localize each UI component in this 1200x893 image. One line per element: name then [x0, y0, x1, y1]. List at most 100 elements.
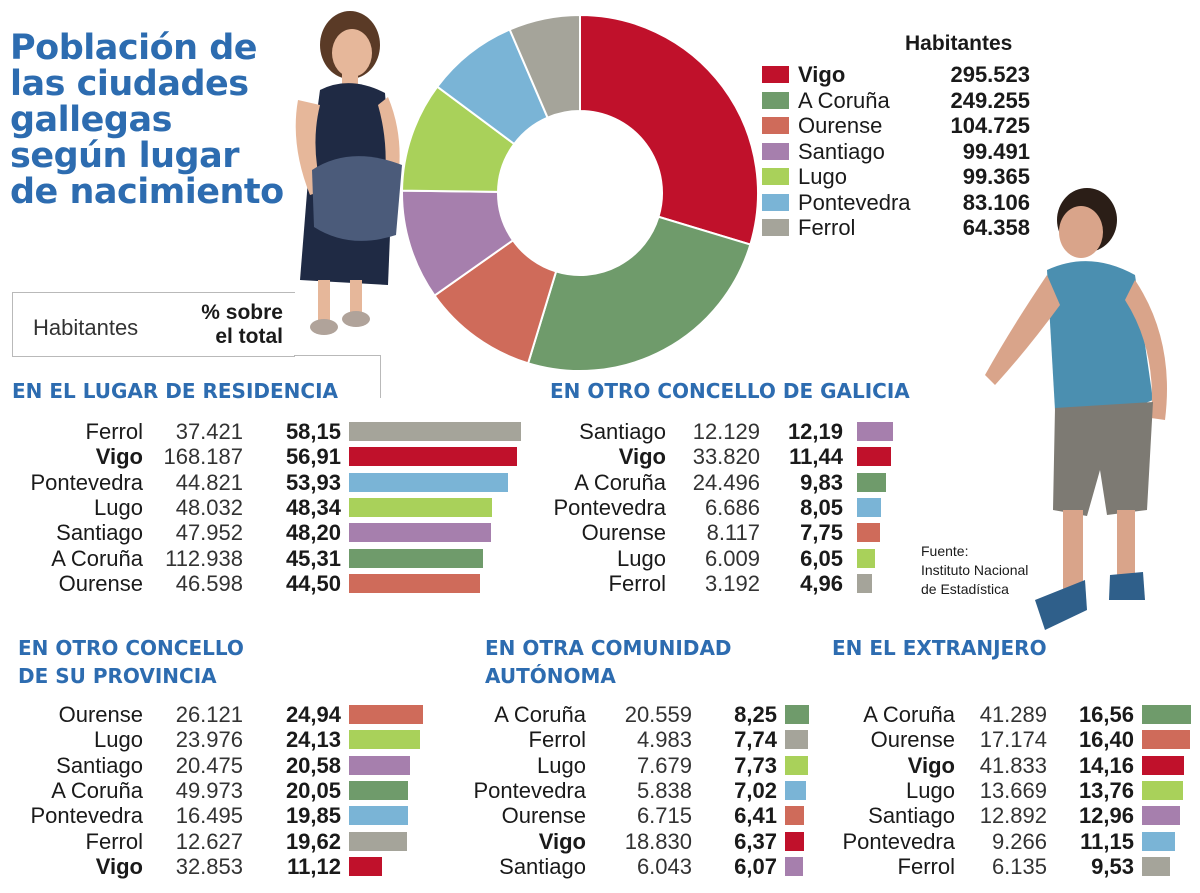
- habitantes-value: 112.938: [165, 545, 243, 571]
- city-label: Ferrol: [528, 727, 586, 753]
- habitantes-value: 23.976: [175, 727, 243, 753]
- bar-santiago: [785, 856, 803, 876]
- habitantes-value: 46.598: [175, 570, 243, 596]
- city-label: Pontevedra: [30, 803, 143, 829]
- habitantes-value: 44.821: [175, 469, 243, 495]
- pct-value: 20,58: [285, 752, 341, 778]
- legend-swatch: [762, 117, 789, 134]
- bar-row-ferrol: Ferrol 37.421 58,15: [0, 419, 1200, 444]
- bar-vigo: [1142, 755, 1184, 775]
- bar-row-vigo: Vigo 18.830 6,37: [0, 829, 1200, 854]
- habitantes-value: 6.686: [704, 494, 760, 520]
- pct-value: 6,37: [734, 828, 777, 854]
- pct-value: 7,02: [734, 777, 777, 803]
- legend-swatch: [762, 142, 789, 160]
- city-label: Lugo: [94, 727, 143, 753]
- pct-value: 44,50: [285, 570, 341, 596]
- city-label: A Coruña: [494, 702, 586, 727]
- bar-row-ourense: Ourense 26.121 24,94: [0, 702, 1200, 727]
- legend-value-label: 104.725: [950, 113, 1030, 138]
- bar-santiago: [1142, 806, 1181, 826]
- bar-row-ferrol: Ferrol 3.192 4,96: [0, 571, 1200, 596]
- habitantes-value: 6.135: [991, 853, 1047, 879]
- habitantes-value: 6.715: [636, 803, 692, 829]
- city-label: Santiago: [868, 803, 955, 829]
- city-label: Vigo: [618, 444, 666, 470]
- bar-ourense: [349, 573, 481, 593]
- pct-value: 7,75: [800, 520, 843, 546]
- bar-row-vigo: Vigo 32.853 11,12: [0, 854, 1200, 879]
- habitantes-value: 47.952: [175, 520, 243, 546]
- bar-row-vigo: Vigo 41.833 14,16: [0, 753, 1200, 778]
- bar-row-santiago: Santiago 12.892 12,96: [0, 803, 1200, 828]
- pct-value: 16,56: [1078, 702, 1134, 727]
- bar-row-pontevedra: Pontevedra 6.686 8,05: [0, 495, 1200, 520]
- bar-vigo: [349, 856, 382, 876]
- bar-lugo: [349, 730, 421, 750]
- legend-swatch: [762, 91, 789, 109]
- bar-ferrol: [785, 730, 808, 750]
- habitantes-value: 24.496: [692, 469, 760, 495]
- city-label: Santiago: [579, 419, 666, 444]
- bar-pontevedra: [349, 806, 408, 826]
- pct-value: 7,74: [734, 727, 777, 753]
- donut-slice-ferrol: [508, 13, 581, 119]
- legend-swatch: [762, 66, 789, 83]
- section-title: EN EL EXTRANJERO: [832, 636, 1047, 660]
- habitantes-value: 41.833: [979, 752, 1047, 778]
- bar-ferrol: [857, 573, 872, 593]
- pct-value: 48,34: [285, 494, 341, 520]
- bar-row-a-coruna: A Coruña 24.496 9,83: [0, 470, 1200, 495]
- bar-ferrol: [349, 422, 521, 441]
- pct-value: 56,91: [285, 444, 341, 470]
- section-title: EN OTRO CONCELLO DE GALICIA: [550, 379, 910, 403]
- bar-santiago: [857, 422, 893, 441]
- bar-pontevedra: [349, 472, 509, 492]
- source-note: Fuente: Instituto Nacional de Estadístic…: [921, 543, 1029, 597]
- bar-row-lugo: Lugo 6.009 6,05: [0, 546, 1200, 571]
- habitantes-value: 33.820: [692, 444, 760, 470]
- pct-value: 9,83: [800, 469, 843, 495]
- bar-santiago: [349, 755, 410, 775]
- habitantes-value: 7.679: [636, 752, 692, 778]
- pct-value: 24,13: [285, 727, 341, 753]
- habitantes-value: 13.669: [979, 777, 1047, 803]
- habitantes-value: 12.892: [979, 803, 1047, 829]
- bar-row-lugo: Lugo 7.679 7,73: [0, 753, 1200, 778]
- city-label: Vigo: [538, 828, 586, 854]
- habitantes-value: 41.289: [979, 702, 1047, 727]
- bar-row-ferrol: Ferrol 6.135 9,53: [0, 854, 1200, 879]
- legend-city-label: Pontevedra: [798, 189, 911, 215]
- pct-value: 12,19: [787, 419, 843, 444]
- bar-row-ourense: Ourense 46.598 44,50: [0, 571, 1200, 596]
- section-title: EN OTRA COMUNIDAD AUTÓNOMA: [485, 636, 732, 688]
- habitantes-value: 168.187: [163, 444, 243, 470]
- habitantes-value: 3.192: [704, 570, 760, 596]
- pct-value: 48,20: [285, 520, 341, 546]
- pct-value: 11,44: [789, 444, 843, 470]
- bar-row-ferrol: Ferrol 4.983 7,74: [0, 727, 1200, 752]
- pct-value: 6,05: [800, 545, 843, 571]
- bar-ourense: [785, 806, 804, 826]
- legend-swatch: [762, 168, 789, 185]
- pct-value: 9,53: [1091, 853, 1134, 879]
- woman-illustration: [295, 11, 402, 335]
- bar-row-lugo: Lugo 13.669 13,76: [0, 778, 1200, 803]
- bar-a-coruna: [349, 548, 483, 568]
- bar-ourense: [349, 705, 423, 724]
- donut-legend-title: Habitantes: [905, 32, 1013, 55]
- legend-pct-label: % sobre el total: [201, 301, 283, 348]
- city-label: A Coruña: [51, 777, 143, 803]
- habitantes-value: 17.174: [979, 727, 1047, 753]
- pct-value: 11,15: [1080, 828, 1134, 854]
- bar-vigo: [857, 447, 891, 467]
- donut-slice-a-coruna: [526, 215, 752, 372]
- pct-value: 19,85: [285, 803, 341, 829]
- bar-pontevedra: [1142, 831, 1175, 851]
- city-label: Ourense: [581, 520, 666, 546]
- pct-value: 14,16: [1078, 752, 1134, 778]
- city-label: Santiago: [56, 520, 143, 546]
- legend-value-label: 99.491: [962, 138, 1030, 164]
- pct-value: 7,73: [734, 752, 777, 778]
- bar-a-coruna: [1142, 705, 1191, 724]
